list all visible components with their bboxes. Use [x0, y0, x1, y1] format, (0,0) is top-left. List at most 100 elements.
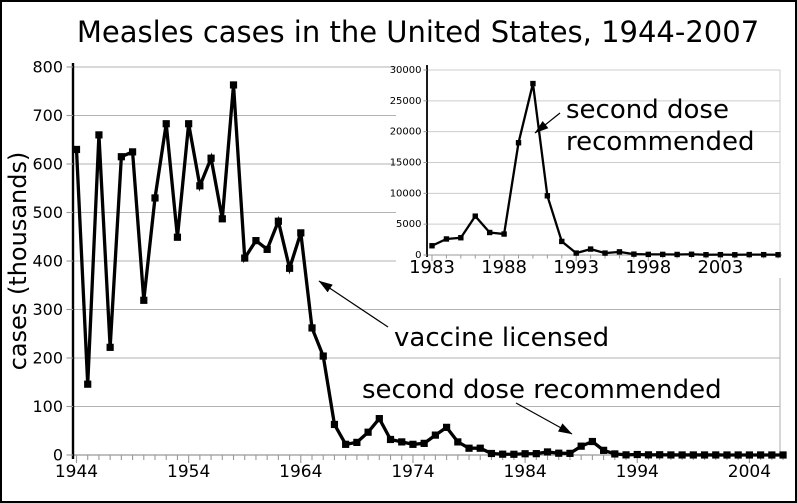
- x-tick-label: 1974: [391, 462, 434, 482]
- x-tick-label: 1994: [616, 462, 659, 482]
- data-point-marker: [577, 442, 585, 450]
- data-point-marker: [566, 449, 574, 457]
- inset-data-point-marker: [443, 236, 450, 242]
- y-tick-label: 400: [32, 252, 63, 271]
- data-point-marker: [106, 343, 114, 351]
- data-point-marker: [353, 438, 361, 446]
- data-point-marker: [768, 451, 776, 459]
- y-tick-label: 500: [32, 203, 63, 222]
- data-point-marker: [364, 428, 372, 436]
- inset-data-point-marker: [746, 251, 752, 258]
- inset-x-tick-label: 1993: [553, 257, 599, 278]
- y-tick-label: 0: [53, 446, 63, 465]
- data-point-marker: [700, 451, 709, 459]
- data-point-marker: [499, 450, 507, 458]
- data-point-marker: [723, 451, 731, 459]
- data-point-marker: [600, 446, 608, 454]
- data-point-marker: [386, 435, 395, 444]
- inset-data-point-marker: [732, 252, 738, 258]
- inset-data-point-marker: [703, 252, 709, 258]
- data-point-marker: [297, 229, 305, 237]
- data-point-marker: [84, 380, 92, 388]
- y-tick-label: 700: [32, 106, 63, 125]
- inset-data-point-marker: [530, 80, 536, 87]
- inset-data-point-marker: [587, 246, 594, 252]
- y-axis-title: cases (thousands): [4, 152, 32, 371]
- y-tick-label: 600: [32, 155, 63, 174]
- inset-data-point-marker: [501, 231, 507, 237]
- inset-y-tick-label: 0: [415, 250, 421, 261]
- data-point-marker: [185, 120, 193, 128]
- chart-title: Measles cases in the United States, 1944…: [76, 15, 760, 49]
- data-point-marker: [375, 415, 383, 423]
- inset-data-point-marker: [688, 251, 695, 257]
- x-tick-label: 2004: [728, 462, 771, 482]
- data-point-marker: [476, 444, 484, 452]
- inset-data-point-marker: [573, 250, 579, 256]
- data-point-marker: [330, 420, 339, 429]
- data-point-marker: [398, 438, 406, 446]
- inset-data-point-marker: [458, 235, 464, 241]
- data-point-marker: [734, 451, 742, 459]
- x-tick-label: 1944: [55, 462, 98, 482]
- inset-y-tick-label: 5000: [396, 219, 421, 230]
- data-point-marker: [252, 237, 260, 245]
- data-point-marker: [779, 451, 787, 459]
- inset-x-tick-label: 1988: [481, 257, 527, 278]
- inset-data-point-marker: [486, 229, 493, 236]
- data-point-marker: [644, 451, 653, 459]
- inset-data-point-marker: [660, 251, 666, 258]
- inset-data-point-marker: [616, 249, 623, 255]
- data-point-marker: [285, 264, 294, 272]
- data-point-marker: [745, 451, 753, 459]
- data-point-marker: [712, 451, 720, 459]
- data-point-marker: [229, 81, 238, 89]
- data-point-marker: [95, 131, 103, 139]
- data-point-marker: [207, 154, 215, 162]
- y-tick-label: 300: [32, 300, 63, 319]
- main-chart: 0 100 200 300 400 500 600 700 800 1944 1954 1964 197…: [4, 58, 787, 482]
- inset-x-tick-label: 1998: [625, 257, 671, 278]
- inset-data-point-marker: [760, 251, 767, 258]
- y-tick-label: 200: [32, 349, 63, 368]
- inset-data-point-marker: [429, 243, 435, 249]
- data-point-marker: [196, 182, 204, 190]
- data-point-marker: [162, 120, 170, 128]
- data-point-marker: [442, 423, 451, 431]
- inset-data-point-marker: [472, 213, 478, 219]
- inset-data-point-marker: [775, 252, 781, 258]
- data-point-marker: [487, 449, 496, 458]
- data-point-marker: [454, 438, 462, 446]
- data-point-marker: [656, 451, 664, 459]
- data-point-marker: [431, 431, 439, 439]
- inset-y-tick-label: 10000: [390, 188, 422, 199]
- data-point-marker: [622, 451, 630, 459]
- inset-data-point-marker: [544, 193, 551, 199]
- data-point-marker: [532, 450, 540, 458]
- inset-annotation-arrow: [534, 112, 561, 134]
- inset-y-tick-label: 30000: [390, 65, 422, 76]
- data-point-marker: [241, 254, 249, 262]
- data-point-marker: [263, 245, 271, 253]
- y-tick-label: 100: [32, 397, 63, 416]
- data-point-marker: [128, 148, 137, 156]
- annotation-second-dose-main: second dose recommended: [362, 375, 722, 405]
- inset-background: [396, 56, 790, 278]
- inset-chart: 0 5000 10000 15000 20000 25000 30000 1983 1988 19…: [390, 56, 790, 278]
- data-point-marker: [543, 448, 552, 456]
- inset-annotation-line1: second dose: [566, 95, 729, 125]
- data-point-marker: [678, 451, 686, 459]
- inset-y-tick-label: 20000: [390, 127, 422, 138]
- data-point-marker: [633, 450, 641, 459]
- data-point-marker: [319, 352, 327, 360]
- data-point-marker: [151, 194, 159, 202]
- data-point-marker: [555, 449, 563, 457]
- inset-annotation-line2: recommended: [566, 127, 754, 157]
- annotation-arrow-second-dose: [515, 402, 573, 435]
- data-point-marker: [274, 217, 282, 225]
- data-point-marker: [140, 296, 148, 304]
- data-point-marker: [465, 444, 473, 452]
- inset-y-tick-label: 15000: [390, 158, 422, 169]
